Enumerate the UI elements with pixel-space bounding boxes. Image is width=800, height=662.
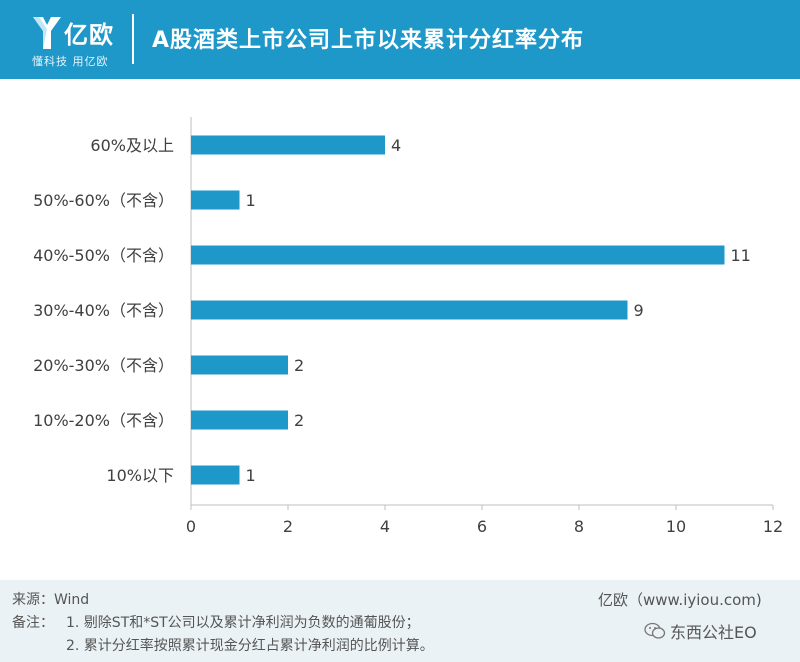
bar-value-label: 1 [246, 466, 256, 485]
bar-value-label: 2 [294, 411, 304, 430]
bar [191, 300, 628, 320]
x-tick-label: 2 [283, 517, 293, 536]
note-1: 1. 剔除ST和*ST公司以及累计净利润为负数的通葡股份； [66, 615, 420, 631]
category-label: 10%-20%（不含） [33, 411, 174, 430]
x-tick-label: 10 [666, 517, 686, 536]
bar [191, 465, 240, 485]
bar-value-label: 4 [391, 136, 401, 155]
category-label: 20%-30%（不含） [33, 356, 174, 375]
bar [191, 410, 288, 430]
watermark-text: 东西公社EO [670, 623, 757, 642]
category-label: 40%-50%（不含） [33, 246, 174, 265]
category-label: 10%以下 [106, 466, 174, 485]
brand-slogan: 懂科技 用亿欧 [32, 55, 109, 68]
credit-text: 亿欧（www.iyiou.com) [598, 591, 762, 609]
bar-value-label: 11 [731, 246, 751, 265]
x-tick-label: 4 [380, 517, 390, 536]
x-tick-label: 0 [186, 517, 196, 536]
bar [191, 245, 725, 265]
brand-name: 亿欧 [64, 21, 114, 49]
x-tick-label: 8 [574, 517, 584, 536]
x-tick-label: 6 [477, 517, 487, 536]
bar-value-label: 2 [294, 356, 304, 375]
category-label: 60%及以上 [90, 136, 174, 155]
footer [0, 580, 800, 662]
bar-chart: 0 2 4 6 8 10 12460%及以上150%-60%（不含）1140%-50%（不含… [33, 117, 783, 536]
x-tick-label: 12 [763, 517, 783, 536]
bar-value-label: 9 [634, 301, 644, 320]
category-label: 30%-40%（不含） [33, 301, 174, 320]
bar-value-label: 1 [246, 191, 256, 210]
bar [191, 355, 288, 375]
bar [191, 190, 240, 210]
page-title: A股酒类上市公司上市以来累计分红率分布 [152, 28, 585, 53]
note-2: 2. 累计分红率按照累计现金分红占累计净利润的比例计算。 [66, 638, 434, 654]
wechat-icon [644, 622, 666, 639]
header-banner: 亿欧 懂科技 用亿欧 A股酒类上市公司上市以来累计分红率分布 [0, 0, 800, 79]
note-label: 备注： [12, 615, 54, 631]
bar [191, 135, 385, 155]
header-divider [132, 14, 134, 64]
source-text: 来源：Wind [12, 592, 90, 608]
category-label: 50%-60%（不含） [33, 191, 174, 210]
yiou-logo-icon [33, 17, 61, 49]
